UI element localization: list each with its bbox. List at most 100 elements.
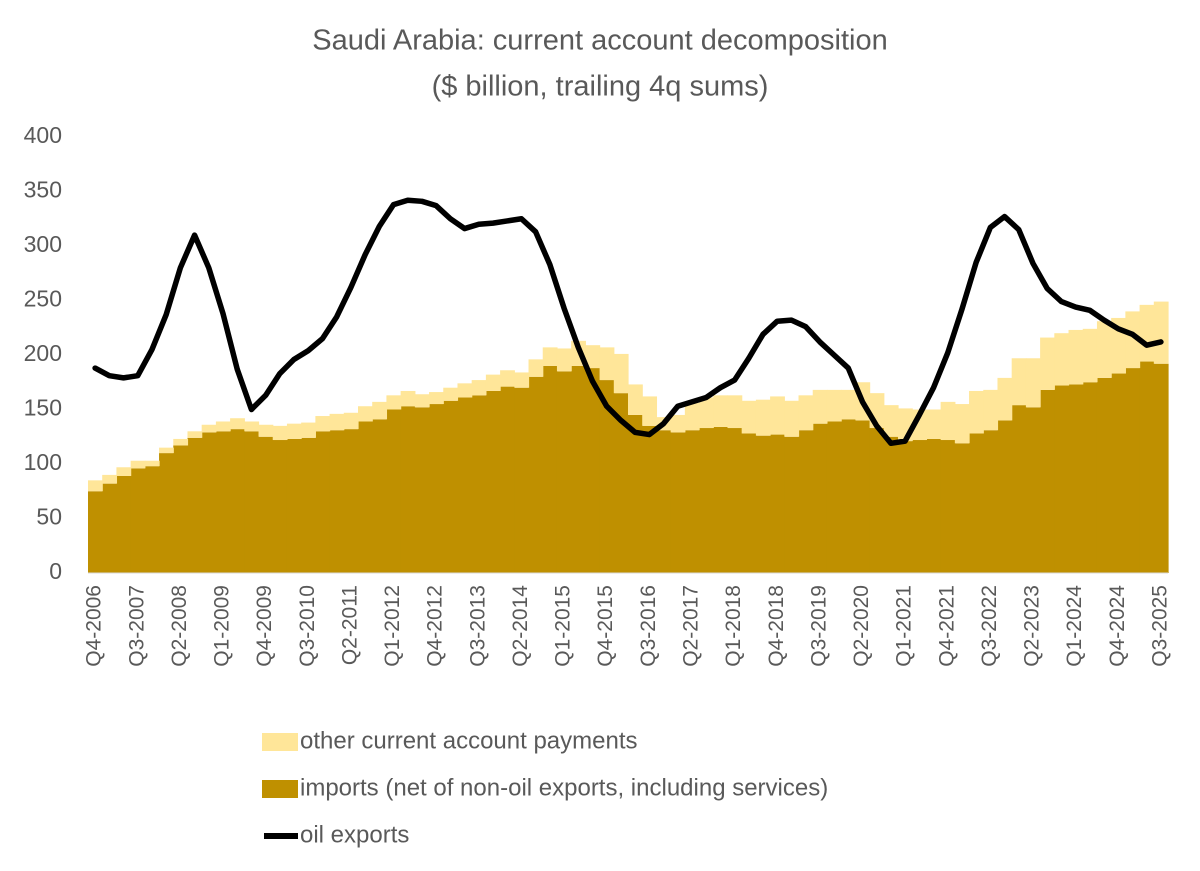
x-tick-label: Q1-2012 <box>381 585 404 667</box>
bar-segment <box>102 483 118 573</box>
bar-segment <box>258 424 274 437</box>
chart-subtitle: ($ billion, trailing 4q sums) <box>432 71 769 103</box>
bar-segment <box>258 436 274 573</box>
bar-segment <box>173 445 189 573</box>
bar-segment <box>556 348 572 372</box>
bar-segment <box>1054 333 1070 386</box>
bar-segment <box>699 397 714 429</box>
legend-label: oil exports <box>300 821 409 848</box>
bar-segment <box>201 424 217 433</box>
bar-segment <box>670 432 686 573</box>
bar-segment <box>1096 321 1112 378</box>
x-tick-label: Q1-2021 <box>893 585 916 667</box>
bar-segment <box>429 392 444 405</box>
bar-segment <box>784 400 800 437</box>
bar-segment <box>898 441 913 573</box>
bar-segment <box>443 400 459 573</box>
bar-segment <box>500 370 515 387</box>
bar-segment <box>358 406 373 422</box>
x-tick-label: Q3-2016 <box>637 585 660 667</box>
bar-segment <box>869 428 885 573</box>
bar-segment <box>159 453 174 573</box>
bar-segment <box>343 412 359 430</box>
bar-segment <box>471 395 487 573</box>
bar-segment <box>556 371 572 573</box>
bar-segment <box>315 431 331 573</box>
y-tick-label: 150 <box>24 395 62 421</box>
bar-segment <box>1153 363 1169 573</box>
bar-segment <box>386 395 402 410</box>
bar-segment <box>457 397 473 573</box>
x-tick-label: Q4-2009 <box>253 585 276 667</box>
bar-segment <box>798 430 814 573</box>
bar-segment <box>1054 385 1070 573</box>
x-tick-label: Q1-2024 <box>1063 585 1086 667</box>
chart-title: Saudi Arabia: current account decomposit… <box>312 25 888 57</box>
bar-segment <box>1040 337 1055 390</box>
bar-segment <box>1125 368 1141 573</box>
bar-segment <box>372 419 388 573</box>
bar-segment <box>102 474 118 484</box>
bar-segment <box>372 401 388 420</box>
bar-segment <box>883 436 899 573</box>
bar-segment <box>613 393 629 573</box>
bar-segment <box>244 421 260 432</box>
x-tick-label: Q3-2019 <box>807 585 830 667</box>
bar-segment <box>173 438 189 446</box>
bar-segment <box>500 386 515 573</box>
x-tick-label: Q2-2017 <box>679 585 702 667</box>
bar-segment <box>1125 311 1141 369</box>
bar-segment <box>912 440 928 573</box>
bar-segment <box>400 390 416 407</box>
legend-label: other current account payments <box>300 727 638 754</box>
x-tick-label: Q4-2012 <box>424 585 447 667</box>
bar-segment <box>542 365 558 573</box>
bar-segment <box>116 475 132 573</box>
bar-segment <box>400 406 416 573</box>
bar-segment <box>358 421 373 573</box>
bar-segment <box>841 389 856 420</box>
bar-segment <box>599 380 615 573</box>
legend-label: imports (net of non-oil exports, includi… <box>300 774 828 801</box>
x-tick-label: Q4-2006 <box>83 585 106 667</box>
x-tick-label: Q2-2023 <box>1021 585 1044 667</box>
bar-segment <box>1139 304 1155 362</box>
bar-segment <box>485 390 501 573</box>
bar-segment <box>215 421 231 432</box>
bar-segment <box>1153 301 1169 364</box>
bar-segment <box>812 423 828 573</box>
bar-segment <box>272 440 288 573</box>
bar-segment <box>485 374 501 391</box>
bar-segment <box>144 466 160 573</box>
bar-segment <box>628 414 643 573</box>
bar-segment <box>1139 361 1155 573</box>
bar-segment <box>670 414 686 433</box>
bar-segment <box>187 431 203 438</box>
x-tick-label: Q3-2013 <box>466 585 489 667</box>
bar-segment <box>1082 382 1098 573</box>
bar-segment <box>1011 358 1027 406</box>
bar-segment <box>1096 377 1112 573</box>
bar-segment <box>315 416 331 432</box>
bar-segment <box>230 418 245 430</box>
bar-segment <box>1040 389 1055 573</box>
bar-segment <box>656 430 672 573</box>
bar-segment <box>855 420 871 573</box>
bar-segment <box>784 436 800 573</box>
bar-segment <box>514 387 530 573</box>
bar-segment <box>329 413 345 431</box>
bar-segment <box>628 384 643 415</box>
bar-segment <box>1025 358 1041 408</box>
x-tick-label: Q3-2022 <box>978 585 1001 667</box>
bar-segment <box>926 438 942 573</box>
bar-segment <box>883 405 899 437</box>
bar-segment <box>215 431 231 573</box>
bar-segment <box>642 425 658 573</box>
bar-segment <box>926 409 942 439</box>
bar-segment <box>130 460 146 469</box>
legend-swatch <box>262 780 298 798</box>
bar-segment <box>88 491 103 573</box>
bar-segment <box>542 347 558 366</box>
x-tick-label: Q1-2015 <box>552 585 575 667</box>
